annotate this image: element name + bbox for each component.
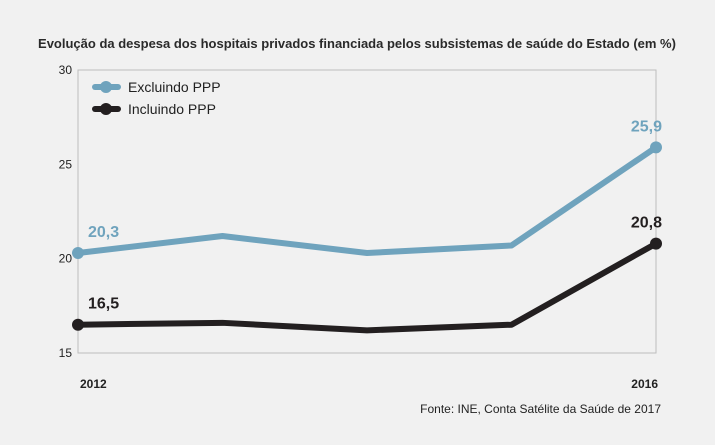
series-line-1 <box>75 144 659 257</box>
y-tick-label: 25 <box>59 157 73 171</box>
data-point <box>650 237 662 250</box>
data-point <box>650 141 662 154</box>
y-tick-label: 30 <box>59 63 73 77</box>
y-tick-label: 20 <box>59 252 73 266</box>
y-tick-label: 15 <box>59 346 73 360</box>
data-label: 20,8 <box>631 215 662 232</box>
chart-title: Evolução da despesa dos hospitais privad… <box>38 36 676 51</box>
data-point <box>72 247 84 260</box>
data-label: 25,9 <box>631 118 662 135</box>
legend-swatch-dot <box>100 81 112 93</box>
legend-label: Incluindo PPP <box>128 101 216 117</box>
data-point <box>72 318 84 331</box>
legend-label: Excluindo PPP <box>128 79 221 95</box>
legend-swatch-dot <box>100 103 112 115</box>
source-note: Fonte: INE, Conta Satélite da Saúde de 2… <box>420 402 661 416</box>
data-label: 20,3 <box>88 224 119 241</box>
series-line-2 <box>75 240 659 334</box>
plot-area <box>77 69 657 354</box>
x-tick-label: 2016 <box>631 377 658 391</box>
data-label: 16,5 <box>88 296 119 313</box>
x-tick-label: 2012 <box>80 377 107 391</box>
